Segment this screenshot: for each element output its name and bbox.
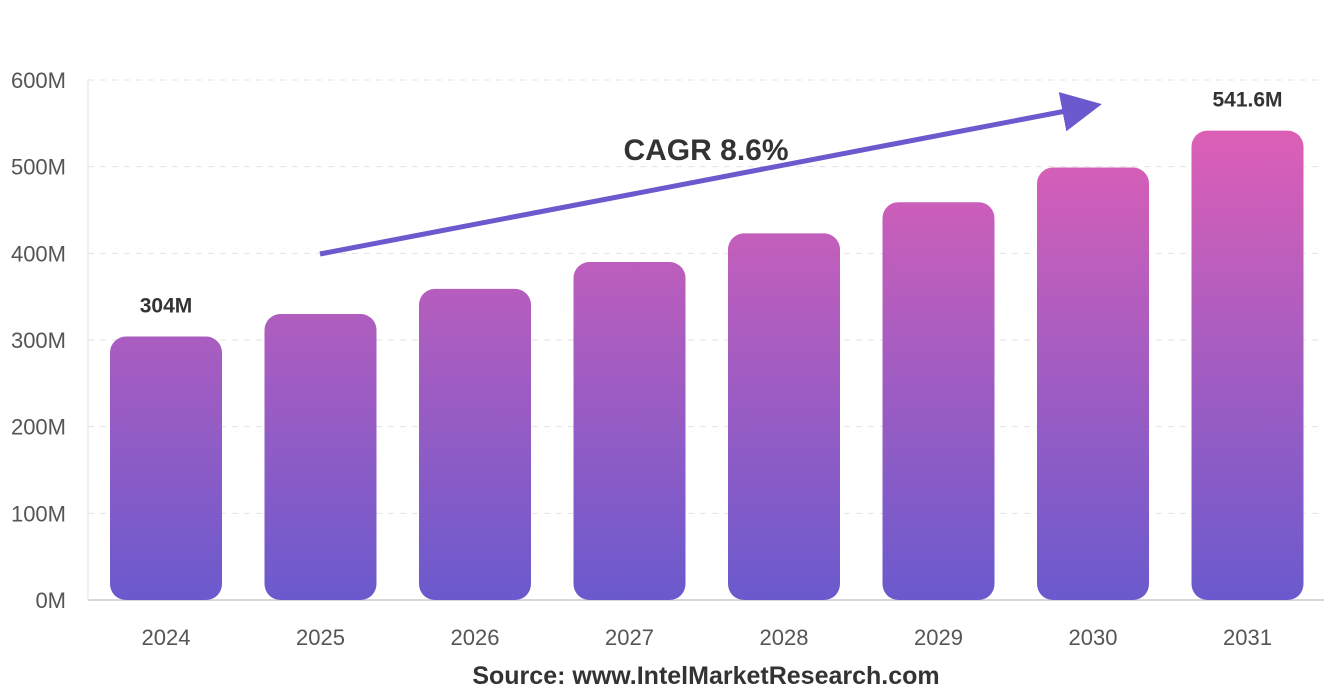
source-text: Source: www.IntelMarketResearch.com [472,662,939,690]
y-tick-label: 200M [11,415,66,440]
bar-2028 [728,233,840,600]
y-tick-label: 0M [35,588,66,613]
y-tick-label: 500M [11,155,66,180]
x-tick-label: 2029 [914,625,963,650]
x-axis-ticks: 2024 2025 2026 2027 2028 2029 2030 2031 [142,625,1272,650]
x-tick-label: 2024 [142,625,191,650]
cagr-arrow [319,92,1102,257]
bar-2030 [1037,167,1149,601]
bar-2024 [110,336,222,600]
y-tick-label: 300M [11,328,66,353]
y-axis-ticks: 0M 100M 200M 300M 400M 500M 600M [11,68,66,613]
bar-2031 [1191,130,1304,600]
x-tick-label: 2028 [760,625,809,650]
y-tick-label: 100M [11,501,66,526]
x-tick-label: 2031 [1223,625,1272,650]
bar-2029 [882,202,995,600]
bar-2027 [573,262,686,600]
data-labels: 304M 541.6M [140,89,1283,318]
x-tick-label: 2030 [1069,625,1118,650]
cagr-annotation: CAGR 8.6% [623,134,788,167]
x-tick-label: 2026 [451,625,500,650]
y-tick-label: 600M [11,68,66,93]
data-label-2024: 304M [140,295,193,318]
y-tick-label: 400M [11,241,66,266]
bar-2026 [419,288,531,600]
bar-2025 [264,314,377,600]
x-tick-label: 2027 [605,625,654,650]
bars [110,130,1304,601]
data-label-2031: 541.6M [1212,89,1282,112]
x-tick-label: 2025 [296,625,345,650]
